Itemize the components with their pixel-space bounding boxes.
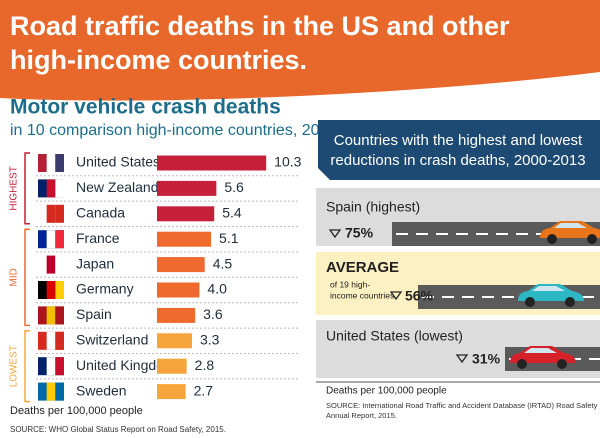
wheel	[587, 234, 597, 244]
chart-title: Motor vehicle crash deaths	[10, 96, 281, 119]
flag	[46, 230, 56, 249]
flag	[46, 306, 56, 325]
bar	[157, 206, 215, 222]
group-bracket	[24, 152, 30, 225]
flag	[55, 230, 64, 249]
value-label: 2.7	[194, 382, 214, 398]
car-window	[554, 223, 587, 228]
value-label: 5.1	[219, 230, 239, 246]
car	[510, 346, 576, 363]
car	[540, 221, 600, 238]
category-label: Spain	[76, 306, 112, 322]
value-label: 5.6	[224, 179, 244, 195]
panel-item-sublabel: of 19 high-	[330, 279, 370, 289]
category-label: France	[76, 230, 120, 246]
group-bracket	[24, 228, 30, 327]
group-label: HIGHEST	[9, 166, 20, 210]
flag	[55, 382, 64, 401]
wheel	[517, 359, 527, 369]
flag	[55, 306, 64, 325]
value-label: 10.3	[274, 154, 301, 170]
category-label: Sweden	[76, 382, 127, 398]
bar	[157, 180, 217, 196]
bar	[157, 333, 192, 349]
flag	[55, 255, 64, 274]
wheel	[565, 297, 575, 307]
panel-item-label: Spain (highest)	[326, 199, 420, 215]
bar-chart: United States 10.3 New Zealand 5.6 Canada 5.4…	[9, 152, 302, 403]
category-label: United Kingdom	[76, 357, 176, 373]
bar	[157, 257, 205, 273]
flag	[55, 331, 64, 350]
bar	[157, 307, 196, 323]
bar	[157, 155, 267, 171]
category-label: United States	[76, 154, 160, 170]
panel-header	[318, 120, 600, 180]
bar	[157, 231, 212, 247]
flag	[46, 382, 56, 401]
bar	[157, 358, 187, 374]
value-label: 3.3	[200, 332, 220, 348]
panel-item-sublabel: income countries	[330, 290, 394, 300]
flag	[55, 281, 64, 299]
panel-item-value: 31%	[472, 351, 501, 367]
value-label: 3.6	[203, 306, 223, 322]
panel-note: Deaths per 100,000 people	[326, 386, 447, 397]
value-label: 4.5	[213, 255, 233, 271]
flag	[46, 255, 56, 274]
panel-item-value: 56%	[405, 288, 434, 304]
category-label: Japan	[76, 255, 114, 271]
category-label: Switzerland	[76, 332, 148, 348]
down-arrow	[389, 291, 403, 301]
panel-item-value: 75%	[345, 225, 374, 241]
panel-title: reductions in crash deaths, 2000-2013	[330, 152, 585, 169]
source: SOURCE: WHO Global Status Report on Road…	[10, 425, 226, 434]
panel-item-label: United States (lowest)	[326, 328, 463, 344]
wheel	[525, 297, 535, 307]
flag	[55, 154, 64, 172]
category-label: Canada	[76, 205, 125, 221]
roads	[392, 221, 600, 371]
panel-source: SOURCE: International Road Traffic and A…	[326, 401, 598, 410]
car	[518, 284, 584, 301]
value-label: 4.0	[207, 281, 227, 297]
wheel	[547, 234, 557, 244]
flag	[46, 204, 56, 223]
group-label: LOWEST	[9, 345, 20, 387]
chart-subtitle: in 10 comparison high-income countries, …	[10, 122, 337, 139]
car-window	[532, 286, 565, 291]
down-arrow	[455, 354, 469, 364]
panel-item-label: AVERAGE	[326, 259, 399, 276]
flag	[55, 357, 64, 376]
wheel	[557, 359, 567, 369]
header-band	[0, 0, 600, 101]
flag	[46, 357, 56, 376]
header-title: Road traffic deaths in the US and other	[10, 11, 510, 41]
panel-source: Annual Report, 2015.	[326, 411, 397, 420]
flag	[46, 179, 56, 198]
header-title: high-income countries.	[10, 45, 307, 75]
unit-label: Deaths per 100,000 people	[10, 405, 143, 417]
bar	[157, 384, 186, 400]
bar	[157, 282, 200, 298]
category-label: Germany	[76, 281, 134, 297]
flag	[55, 179, 64, 198]
car-window	[524, 348, 557, 353]
category-label: New Zealand	[76, 179, 159, 195]
group-bracket	[24, 330, 30, 403]
value-label: 5.4	[222, 205, 242, 221]
panel-title: Countries with the highest and lowest	[334, 132, 583, 149]
value-label: 2.8	[195, 357, 215, 373]
flag	[46, 154, 56, 172]
flag	[46, 281, 56, 299]
flag	[46, 331, 56, 350]
flag	[55, 204, 64, 223]
down-arrow	[328, 229, 342, 239]
group-label: MID	[9, 268, 20, 286]
